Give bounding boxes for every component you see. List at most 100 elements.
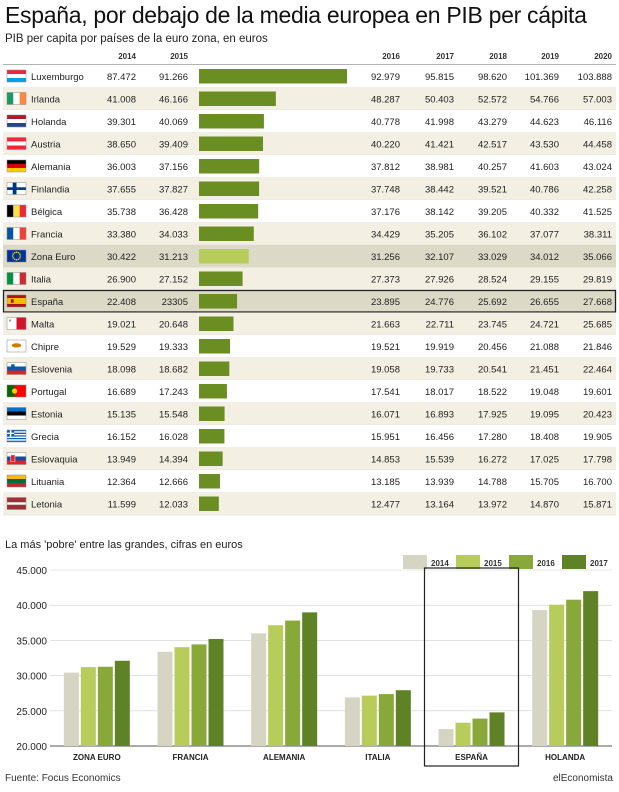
- cell-value: 44.623: [530, 117, 559, 128]
- country-label: Letonia: [31, 500, 63, 511]
- cell-value: 20.648: [159, 320, 188, 331]
- y-tick-label: 45.000: [16, 566, 47, 577]
- row-background: [3, 470, 616, 493]
- cell-value: 24.776: [425, 297, 454, 308]
- ireland-flag: [6, 92, 27, 105]
- cell-value: 37.748: [371, 185, 400, 196]
- cell-value: 32.107: [425, 252, 454, 263]
- pib-table-chart: 2014 2015 2016 2017 2018 2019 2020 Luxemburgo 87…: [2, 52, 617, 516]
- cell-value: 19.048: [530, 387, 559, 398]
- table-row: Grecia 16.152 16.028 15.951 16.456 17.280 18.4…: [3, 425, 616, 448]
- slovakia-flag: [6, 452, 27, 465]
- table-row: Irlanda 41.008 46.166 48.287 50.403 52.572 54.…: [3, 87, 616, 111]
- value-bar: [199, 271, 243, 286]
- country-label: Finlandia: [31, 185, 70, 196]
- value-bar: [199, 159, 260, 174]
- country-label: Estonia: [31, 410, 63, 421]
- table-row: Zona Euro 30.422 31.213 31.256 32.107 33.029 3…: [3, 245, 616, 268]
- estonia-flag: [6, 407, 27, 420]
- cell-value: 50.403: [425, 95, 454, 106]
- country-label: Lituania: [31, 477, 65, 488]
- row-background: [3, 155, 616, 178]
- legend-swatch: [509, 555, 533, 569]
- y-tick-label: 40.000: [16, 601, 47, 612]
- row-background: [3, 357, 616, 380]
- cell-value: 98.620: [478, 72, 507, 83]
- country-label: España: [31, 297, 64, 308]
- cell-value: 17.280: [478, 432, 507, 443]
- row-background: [3, 245, 616, 268]
- cell-value: 43.530: [530, 140, 559, 151]
- cell-value: 40.786: [530, 185, 559, 196]
- cell-value: 39.521: [478, 185, 507, 196]
- legend-swatch: [403, 555, 427, 569]
- table-row: Chipre 19.529 19.333 19.521 19.919 20.456 21.0…: [3, 335, 616, 358]
- table-row: Eslovenia 18.098 18.682 19.058 19.733 20.541 2…: [3, 357, 616, 381]
- cell-value: 54.766: [530, 95, 559, 106]
- cell-value: 19.521: [371, 342, 400, 353]
- cell-value: 33.029: [478, 252, 507, 263]
- slovenia-flag: [6, 362, 27, 375]
- value-bar: [199, 384, 227, 399]
- y-tick-label: 35.000: [16, 636, 47, 647]
- legend-swatch: [562, 555, 586, 569]
- country-label: Eslovaquia: [31, 455, 78, 466]
- belgium-flag: [6, 204, 27, 218]
- cell-value: 29.155: [530, 275, 559, 286]
- year-header: 2020: [594, 52, 612, 61]
- cell-value: 46.116: [584, 117, 612, 128]
- cell-value: 13.164: [425, 500, 454, 511]
- table-row: Estonia 15.135 15.548 16.071 16.893 17.925 19.…: [3, 402, 616, 426]
- cell-value: 41.525: [583, 207, 612, 218]
- cell-value: 25.692: [478, 297, 507, 308]
- cell-value: 16.028: [159, 432, 188, 443]
- cell-value: 18.408: [530, 432, 559, 443]
- year-header: 2015: [170, 52, 188, 61]
- cell-value: 19.905: [583, 432, 612, 443]
- x-tick-label: ALEMANIA: [263, 753, 305, 762]
- category-group: ALEMANIA: [251, 612, 318, 762]
- cell-value: 15.951: [371, 432, 400, 443]
- cell-value: 52.572: [478, 95, 507, 106]
- year-header: 2018: [489, 52, 507, 61]
- table-row: Finlandia 37.655 37.827 37.748 38.442 39.521 4…: [3, 177, 616, 201]
- cell-value: 38.311: [584, 230, 612, 241]
- table-row: Eslovaquia 13.949 14.394 14.853 15.539 16.272…: [3, 447, 616, 471]
- bar: [583, 591, 599, 746]
- italy-flag: [6, 272, 27, 285]
- cell-value: 21.846: [583, 342, 612, 353]
- row-background: [3, 447, 616, 470]
- portugal-flag: [6, 384, 27, 398]
- table-row: Bélgica 35.738 36.428 37.176 38.142 39.205 40.…: [3, 200, 616, 223]
- cell-value: 14.870: [530, 500, 559, 511]
- cell-value: 13.939: [425, 477, 454, 488]
- row-background: [3, 177, 616, 200]
- cell-value: 91.266: [159, 72, 188, 83]
- legend: 2014 2015 2016 2017: [403, 555, 608, 569]
- cell-value: 11.599: [108, 500, 136, 511]
- country-label: Alemania: [31, 162, 71, 173]
- row-background: [3, 492, 616, 515]
- cell-value: 24.721: [530, 320, 559, 331]
- row-background: [3, 87, 616, 110]
- table-header: 2014 2015 2016 2017 2018 2019 2020: [3, 52, 616, 65]
- bar: [208, 638, 224, 746]
- cell-value: 13.949: [107, 455, 136, 466]
- country-label: Francia: [31, 230, 63, 241]
- bar: [472, 718, 488, 746]
- cell-value: 44.458: [583, 140, 612, 151]
- year-header: 2017: [436, 52, 454, 61]
- cell-value: 36.003: [107, 162, 136, 173]
- row-background: [3, 402, 616, 425]
- cell-value: 38.650: [107, 140, 136, 151]
- cell-value: 18.522: [478, 387, 507, 398]
- table-row: España 22.408 23305 23.895 24.776 25.692 26.65…: [2, 289, 617, 313]
- cell-value: 39.301: [107, 117, 136, 128]
- row-background: [3, 380, 616, 403]
- cell-value: 21.088: [530, 342, 559, 353]
- cell-value: 12.477: [371, 500, 400, 511]
- y-tick-label: 25.000: [16, 707, 47, 718]
- cell-value: 14.394: [159, 455, 188, 466]
- cell-value: 15.135: [107, 410, 136, 421]
- category-group: ITALIA: [344, 690, 411, 762]
